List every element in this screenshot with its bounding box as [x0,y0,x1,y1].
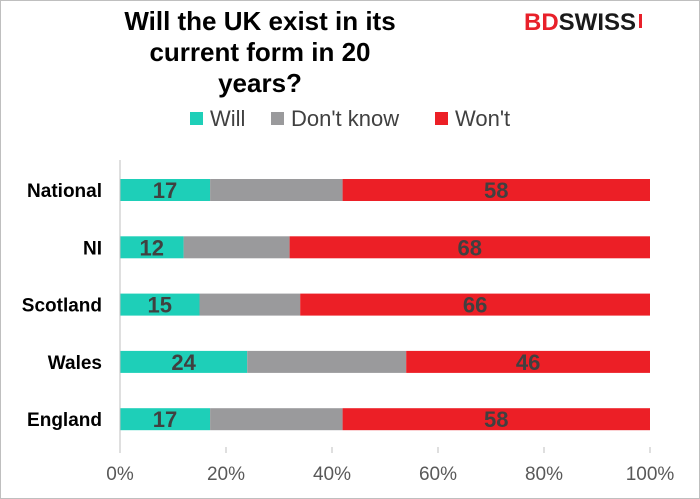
logo-part-swiss: SWISS [558,9,637,36]
bdswiss-logo: BDSWISS [524,8,643,38]
title-line-2: current form in 20 years? [149,37,371,98]
bar-3-0 [120,350,248,373]
chart-title: Will the UK exist in its current form in… [110,6,410,99]
x-tick-label-4: 80% [525,464,563,485]
legend-swatch-2 [435,112,448,125]
data-label-4-0: 17 [153,407,177,432]
bar-4-2 [342,408,650,431]
legend-label-1: Don't know [291,106,399,131]
x-tick-label-5: 100% [626,464,675,485]
bar-1-0 [120,236,184,259]
bar-2-2 [300,293,650,316]
data-label-4-2: 58 [484,407,508,432]
category-label-0: National [27,181,102,202]
data-label-0-2: 58 [484,178,508,203]
bar-1-2 [289,236,650,259]
category-label-3: Wales [48,353,102,374]
x-tick-label-0: 0% [106,464,134,485]
logo-part-bd: BD [524,9,559,36]
data-label-3-0: 24 [171,350,196,375]
bar-2-1 [199,293,301,316]
legend-swatch-0 [190,112,203,125]
x-tick-label-2: 40% [313,464,351,485]
x-tick-label-1: 20% [207,464,245,485]
legend-swatch-1 [271,112,284,125]
bar-4-1 [210,408,343,431]
data-label-2-0: 15 [148,293,172,318]
bar-4-0 [120,408,211,431]
data-label-1-0: 12 [140,235,164,260]
bar-0-1 [210,179,343,201]
data-label-0-0: 17 [153,178,177,203]
bar-3-2 [406,350,650,373]
category-label-1: NI [83,238,102,259]
logo-accent-icon [639,14,643,28]
x-tick-label-3: 60% [419,464,457,485]
legend-label-0: Will [210,106,245,131]
title-line-1: Will the UK exist in its [124,6,396,36]
bar-1-1 [183,236,290,259]
data-label-2-2: 66 [463,293,487,318]
legend-label-2: Won't [455,106,510,131]
bar-0-0 [120,179,211,201]
data-label-1-2: 68 [458,235,482,260]
bar-3-1 [247,350,407,373]
data-label-3-2: 46 [516,350,540,375]
category-label-4: England [27,410,102,431]
category-label-2: Scotland [22,296,102,317]
bar-0-2 [342,179,650,201]
bar-2-0 [120,293,200,316]
